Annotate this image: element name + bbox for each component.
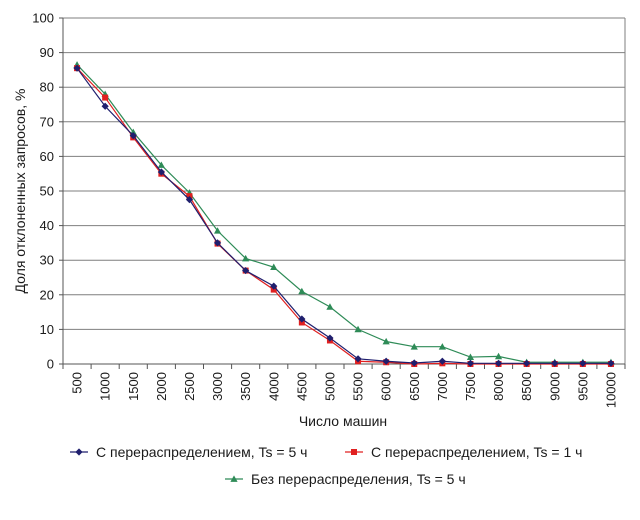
legend-item: Без перераспределения, Ts = 5 ч	[225, 471, 466, 487]
legend-label: С перераспределением, Ts = 5 ч	[96, 444, 307, 460]
data-point-diamond	[75, 448, 83, 456]
data-point-diamond	[185, 196, 194, 204]
x-tick-label: 6500	[407, 372, 422, 401]
legend: С перераспределением, Ts = 5 ч С перерасп…	[70, 444, 582, 487]
data-point-diamond	[73, 64, 81, 72]
y-tick-label: 100	[32, 11, 54, 26]
x-tick-label: 7500	[463, 372, 478, 401]
x-tick-labels: 500 1000 1500 2000 2500 3000 3500 4000 4500 5000 5…	[70, 372, 619, 408]
data-point-diamond	[607, 359, 615, 367]
data-point-diamond	[270, 282, 278, 290]
series-2	[73, 61, 615, 366]
y-tick-label: 60	[40, 149, 54, 164]
y-tick-label: 20	[40, 287, 54, 302]
y-tick-label: 10	[40, 322, 54, 337]
data-point-triangle	[494, 352, 503, 360]
x-tick-label: 9000	[547, 372, 562, 401]
x-tick-label: 2500	[182, 372, 197, 401]
y-axis-title: Доля отклоненных запросов, %	[12, 89, 28, 294]
x-tick-label: 10000	[603, 372, 618, 408]
data-point-diamond	[213, 239, 222, 247]
x-tick-label: 4000	[266, 372, 281, 401]
data-point-square	[102, 94, 109, 101]
series-line	[76, 67, 611, 365]
data-point-triangle	[242, 254, 250, 262]
y-tick-label: 0	[47, 357, 54, 372]
x-tick-label: 1500	[126, 372, 141, 401]
series-lines	[73, 61, 615, 367]
data-point-diamond	[129, 132, 137, 140]
x-tick-label: 9500	[575, 372, 590, 401]
data-point-triangle	[326, 303, 334, 310]
data-point-triangle	[438, 343, 446, 350]
x-tick-label: 4500	[294, 372, 309, 401]
y-tick-labels: 0 10 20 30 40 50 60 70 80 90 100	[32, 11, 54, 372]
x-tick-label: 1000	[98, 372, 113, 401]
legend-label: С перераспределением, Ts = 1 ч	[371, 444, 582, 460]
x-tick-label: 7000	[435, 372, 450, 401]
data-point-triangle	[382, 337, 390, 345]
series-1	[74, 65, 614, 367]
series-line	[76, 64, 611, 363]
grid-lines	[63, 17, 625, 365]
data-point-diamond	[438, 357, 446, 365]
x-tick-label: 2000	[154, 372, 169, 401]
data-point-diamond	[157, 168, 165, 176]
data-point-triangle	[270, 263, 278, 270]
data-point-diamond	[326, 334, 334, 342]
data-point-triangle	[298, 287, 306, 295]
y-tick-label: 50	[40, 184, 54, 199]
data-point-diamond	[466, 359, 475, 367]
x-tick-label: 5500	[351, 372, 366, 401]
data-point-diamond	[551, 359, 559, 367]
legend-item: С перераспределением, Ts = 5 ч	[70, 444, 307, 460]
data-point-diamond	[298, 315, 306, 323]
data-point-diamond	[382, 357, 390, 365]
x-tick-label: 6000	[379, 372, 394, 401]
legend-item: С перераспределением, Ts = 1 ч	[345, 444, 582, 460]
data-point-square	[351, 449, 357, 455]
data-point-diamond	[494, 359, 503, 367]
x-tick-label: 500	[70, 372, 85, 394]
x-axis-title: Число машин	[299, 413, 387, 429]
series-0	[73, 64, 615, 367]
data-point-triangle	[354, 325, 362, 333]
data-point-diamond	[101, 102, 109, 110]
y-tick-label: 40	[40, 218, 54, 233]
data-point-diamond	[523, 359, 531, 367]
data-point-triangle	[213, 227, 222, 234]
y-tick-label: 80	[40, 80, 54, 95]
x-tick-label: 5000	[322, 372, 337, 401]
y-tick-label: 30	[40, 253, 54, 268]
legend-label: Без перераспределения, Ts = 5 ч	[251, 471, 466, 487]
x-tick-label: 8000	[491, 372, 506, 401]
data-point-triangle	[230, 475, 238, 482]
data-point-triangle	[157, 161, 165, 168]
x-tick-label: 3000	[210, 372, 225, 401]
data-point-triangle	[466, 353, 475, 360]
data-point-diamond	[410, 359, 418, 367]
x-tick-label: 8500	[519, 372, 534, 401]
series-line	[76, 67, 611, 364]
data-point-diamond	[354, 355, 362, 363]
data-point-diamond	[242, 266, 250, 275]
y-tick-label: 90	[40, 45, 54, 60]
x-tick-label: 3500	[238, 372, 253, 401]
y-tick-label: 70	[40, 114, 54, 129]
data-point-triangle	[410, 343, 418, 350]
data-point-diamond	[579, 359, 587, 367]
